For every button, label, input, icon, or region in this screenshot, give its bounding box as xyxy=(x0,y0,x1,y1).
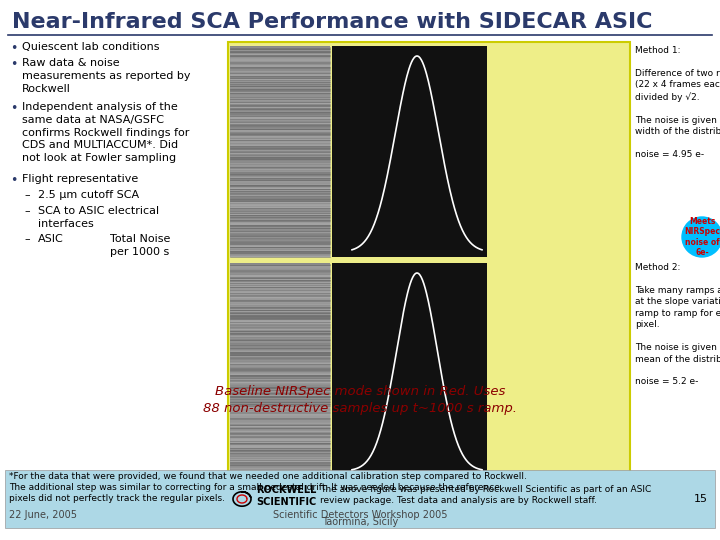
Text: –: – xyxy=(24,234,30,244)
Text: Method 2:

Take many ramps and look
at the slope variation from
ramp to ramp for: Method 2: Take many ramps and look at th… xyxy=(635,263,720,387)
Text: Near-Infrared SCA Performance with SIDECAR ASIC: Near-Infrared SCA Performance with SIDEC… xyxy=(12,12,652,32)
Text: ASIC: ASIC xyxy=(38,234,64,244)
Text: Total Noise
per 1000 s: Total Noise per 1000 s xyxy=(110,234,170,257)
Text: Method 1:

Difference of two ramps
(22 x 4 frames each)
divided by √2.

The nois: Method 1: Difference of two ramps (22 x … xyxy=(635,46,720,159)
Text: •: • xyxy=(10,58,17,71)
Text: 22 June, 2005: 22 June, 2005 xyxy=(9,510,77,520)
Text: Meets
NIRSpec
noise of
6e-: Meets NIRSpec noise of 6e- xyxy=(684,217,720,257)
Text: Flight representative: Flight representative xyxy=(22,174,138,184)
Text: •: • xyxy=(10,102,17,115)
FancyBboxPatch shape xyxy=(5,470,715,528)
Text: •: • xyxy=(10,42,17,55)
FancyBboxPatch shape xyxy=(230,263,330,476)
Text: –: – xyxy=(24,190,30,200)
FancyBboxPatch shape xyxy=(230,46,330,257)
FancyBboxPatch shape xyxy=(228,42,630,480)
Text: Independent analysis of the
same data at NASA/GSFC
confirms Rockwell findings fo: Independent analysis of the same data at… xyxy=(22,102,189,163)
Text: •: • xyxy=(10,174,17,187)
FancyBboxPatch shape xyxy=(332,46,487,257)
Text: *For the data that were provided, we found that we needed one additional calibra: *For the data that were provided, we fou… xyxy=(9,472,527,503)
Text: Raw data & noise
measurements as reported by
Rockwell: Raw data & noise measurements as reporte… xyxy=(22,58,191,93)
Text: 2.5 μm cutoff SCA: 2.5 μm cutoff SCA xyxy=(38,190,139,200)
Circle shape xyxy=(682,217,720,257)
Text: Scientific Detectors Workshop 2005: Scientific Detectors Workshop 2005 xyxy=(273,510,447,520)
Text: ROCKWELL
SCIENTIFIC: ROCKWELL SCIENTIFIC xyxy=(256,485,316,507)
FancyBboxPatch shape xyxy=(332,263,487,476)
Text: –: – xyxy=(24,206,30,216)
Text: 15: 15 xyxy=(694,494,708,504)
Text: Baseline NIRSpec mode shown in Red. Uses
88 non-destructive samples up t~1000 s : Baseline NIRSpec mode shown in Red. Uses… xyxy=(203,385,517,415)
Text: The above figure was presented by Rockwell Scientific as part of an ASIC
review : The above figure was presented by Rockwe… xyxy=(320,485,652,505)
Text: Quiescent lab conditions: Quiescent lab conditions xyxy=(22,42,160,52)
Text: Taormina, Sicily: Taormina, Sicily xyxy=(322,517,398,527)
Text: SCA to ASIC electrical
interfaces: SCA to ASIC electrical interfaces xyxy=(38,206,159,229)
